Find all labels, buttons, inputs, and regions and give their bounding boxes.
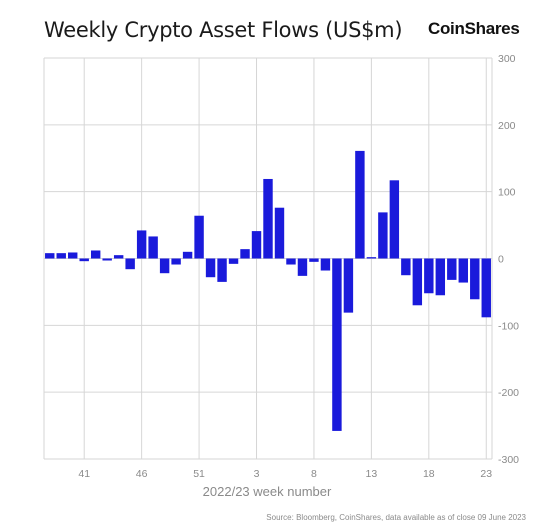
bar (91, 250, 100, 258)
bar (45, 253, 54, 258)
bar (470, 259, 479, 300)
bar (229, 259, 238, 264)
bar (171, 259, 180, 265)
bar (447, 259, 456, 280)
bar (57, 253, 66, 258)
bar (263, 179, 272, 259)
bar (344, 259, 353, 313)
bar (390, 180, 399, 258)
bar (298, 259, 307, 276)
x-tick-label: 3 (254, 468, 260, 480)
bar (148, 236, 157, 258)
bar (482, 259, 491, 318)
y-tick-label: -300 (498, 454, 519, 466)
x-tick-label: 46 (136, 468, 148, 480)
bar (378, 212, 387, 258)
bar (286, 259, 295, 265)
bar (206, 259, 215, 278)
y-tick-label: 300 (498, 53, 516, 65)
bar (79, 259, 88, 262)
bar (309, 259, 318, 262)
bar (102, 259, 111, 261)
source-note: Source: Bloomberg, CoinShares, data avai… (266, 513, 526, 522)
x-tick-label: 8 (311, 468, 317, 480)
x-tick-label: 18 (423, 468, 435, 480)
bar (332, 259, 341, 431)
bar (125, 259, 134, 270)
bar (194, 216, 203, 259)
x-tick-label: 51 (193, 468, 205, 480)
x-tick-label: 41 (78, 468, 90, 480)
y-tick-label: -200 (498, 387, 519, 399)
x-tick-label: 23 (480, 468, 492, 480)
x-axis-label: 2022/23 week number (203, 484, 332, 499)
y-tick-label: 100 (498, 187, 516, 199)
bar (252, 231, 261, 258)
bar (240, 249, 249, 258)
bar (367, 257, 376, 258)
bar (355, 151, 364, 259)
bar (275, 208, 284, 259)
bar (413, 259, 422, 306)
bar (459, 259, 468, 283)
bar (401, 259, 410, 276)
bar (183, 252, 192, 259)
bar (321, 259, 330, 271)
y-tick-label: 200 (498, 120, 516, 132)
bar (436, 259, 445, 296)
bar (114, 255, 123, 258)
y-tick-label: 0 (498, 254, 504, 266)
bar (217, 259, 226, 282)
x-tick-label: 13 (366, 468, 378, 480)
bar (424, 259, 433, 294)
bar (160, 259, 169, 274)
bars (45, 151, 491, 431)
y-tick-label: -100 (498, 320, 519, 332)
bar (137, 230, 146, 258)
bar (68, 252, 77, 258)
